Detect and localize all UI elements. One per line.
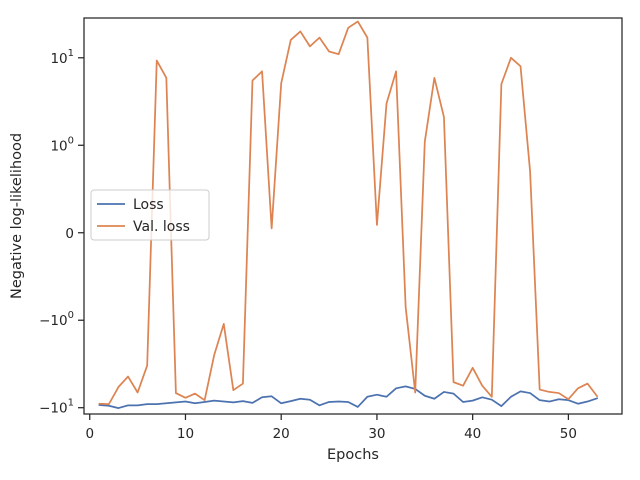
- legend-entry-label: Val. loss: [133, 219, 190, 235]
- y-tick-label-base: −10: [39, 401, 68, 417]
- y-tick-label-base: −10: [39, 313, 68, 329]
- series-line-val-loss: [98, 20, 598, 406]
- plot-frame: [83, 17, 623, 415]
- y-tick-label-base: 10: [50, 138, 67, 154]
- x-tick-label: 40: [464, 426, 481, 442]
- legend-entry-label: Loss: [133, 197, 164, 213]
- y-tick-label-exponent: 0: [68, 135, 74, 146]
- legend: Loss Val. loss: [90, 189, 210, 241]
- series-line-loss: [98, 385, 598, 409]
- x-tick-label: 20: [273, 426, 290, 442]
- y-tick-label-exponent: 1: [68, 398, 74, 409]
- x-tick-label: 50: [560, 426, 577, 442]
- x-tick-label: 30: [368, 426, 385, 442]
- x-tick-label: 0: [85, 426, 94, 442]
- y-tick-label: 101: [50, 48, 74, 67]
- y-tick-label: −101: [39, 398, 74, 417]
- y-tick-label-exponent: 1: [68, 48, 74, 59]
- x-tick-label: 10: [177, 426, 194, 442]
- series-layer: [98, 20, 598, 409]
- legend-box: [90, 189, 210, 241]
- y-axis-label: Negative log-likelihood: [9, 133, 25, 299]
- y-tick-label: −100: [39, 310, 74, 329]
- y-tick-label-base: 10: [50, 51, 67, 67]
- x-axis-label: Epochs: [327, 447, 379, 463]
- y-tick-label: 0: [65, 226, 74, 242]
- y-tick-label: 100: [50, 135, 74, 154]
- y-tick-label-exponent: 0: [68, 310, 74, 321]
- x-axis: 0 10 20 30 40 50: [85, 414, 577, 442]
